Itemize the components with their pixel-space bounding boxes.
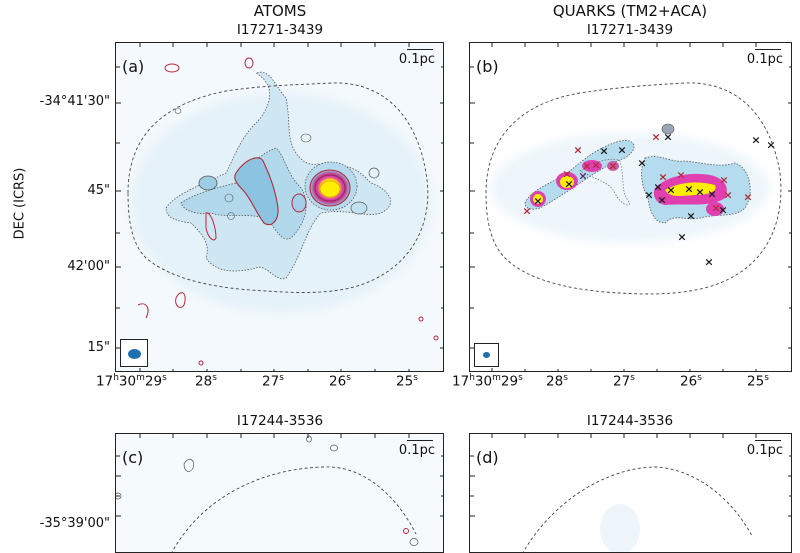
ytick-label: -35°39'00" <box>39 516 110 531</box>
svg-text:×: × <box>718 204 727 217</box>
panel-d: (d) 0.1pc <box>469 433 792 553</box>
beam-ellipse-icon <box>483 352 490 358</box>
ytick-label: 42'00" <box>67 259 110 274</box>
svg-text:×: × <box>766 139 775 152</box>
ytick-label: 15" <box>87 340 110 355</box>
panel-c-map <box>116 434 443 552</box>
xtick-label: 27s <box>613 373 635 390</box>
scale-bar-label: 0.1pc <box>746 52 783 68</box>
scale-bar: 0.1pc <box>399 440 435 458</box>
scale-bar: 0.1pc <box>747 440 783 458</box>
beam-box <box>120 339 148 367</box>
svg-text:×: × <box>617 144 626 157</box>
panel-d-map <box>470 434 791 552</box>
svg-text:×: × <box>608 160 617 173</box>
panel-d-source-title: I17244-3536 <box>586 413 674 429</box>
panel-b: × × × × × × × × × × × × × × × × × × × × × × × × × × ×… <box>469 42 792 372</box>
svg-text:×: × <box>653 181 662 194</box>
y-axis-title: DEC (ICRS) <box>12 167 28 240</box>
ytick-label: 45" <box>87 183 110 198</box>
beam-box <box>474 343 499 367</box>
xtick-label: 28s <box>546 373 568 390</box>
scale-bar-label: 0.1pc <box>746 443 783 459</box>
scale-bar: 0.1pc <box>399 49 435 67</box>
svg-text:×: × <box>657 194 666 207</box>
panel-b-map: ×× ×× ×× × × ×× ×× × × × × ×× ×× × × ×× × × ×… <box>470 43 791 371</box>
xtick-label: 25s <box>747 373 769 390</box>
svg-text:×: × <box>644 189 653 202</box>
svg-text:×: × <box>658 171 667 184</box>
panel-label: (d) <box>476 448 499 467</box>
svg-text:×: × <box>651 131 660 144</box>
svg-text:×: × <box>522 205 531 218</box>
column-title-atoms: ATOMS <box>253 2 307 20</box>
panel-a: (a) 0.1pc <box>115 42 444 372</box>
svg-text:×: × <box>751 134 760 147</box>
svg-text:×: × <box>704 256 713 269</box>
panel-label: (b) <box>476 57 499 76</box>
xtick-label-first: 17h30m29s <box>452 373 523 390</box>
svg-text:×: × <box>573 144 582 157</box>
svg-text:×: × <box>677 231 686 244</box>
svg-text:×: × <box>564 178 573 191</box>
svg-text:×: × <box>743 191 752 204</box>
panel-label: (a) <box>122 57 145 76</box>
svg-text:×: × <box>686 210 695 223</box>
xtick-label: 25s <box>396 373 418 390</box>
svg-text:×: × <box>562 168 571 181</box>
panel-a-map <box>116 43 443 371</box>
svg-text:×: × <box>676 169 685 182</box>
svg-text:×: × <box>663 131 672 144</box>
ytick-label: -34°41'30" <box>39 94 110 109</box>
scale-bar-label: 0.1pc <box>398 52 435 68</box>
svg-text:×: × <box>666 184 675 197</box>
panel-c-source-title: I17244-3536 <box>236 413 324 429</box>
panel-b-source-title: I17271-3439 <box>586 22 674 38</box>
xtick-label: 26s <box>680 373 702 390</box>
svg-text:×: × <box>533 195 542 208</box>
panel-a-source-title: I17271-3439 <box>236 22 324 38</box>
panel-label: (c) <box>122 448 144 467</box>
svg-text:×: × <box>684 183 693 196</box>
column-title-quarks: QUARKS (TM2+ACA) <box>552 2 708 20</box>
xtick-label: 26s <box>329 373 351 390</box>
svg-text:×: × <box>695 186 704 199</box>
svg-text:×: × <box>723 189 732 202</box>
xtick-label: 27s <box>262 373 284 390</box>
panel-c: (c) 0.1pc <box>115 433 444 553</box>
xtick-label: 28s <box>195 373 217 390</box>
xtick-label-first: 17h30m29s <box>96 373 167 390</box>
beam-ellipse-icon <box>128 349 141 359</box>
svg-text:×: × <box>578 170 587 183</box>
svg-text:×: × <box>582 160 591 173</box>
svg-text:×: × <box>719 174 728 187</box>
scale-bar: 0.1pc <box>747 49 783 67</box>
svg-text:×: × <box>599 145 608 158</box>
svg-text:×: × <box>637 157 646 170</box>
svg-text:×: × <box>591 159 600 172</box>
svg-text:×: × <box>707 188 716 201</box>
scale-bar-label: 0.1pc <box>398 443 435 459</box>
svg-text:×: × <box>711 202 720 215</box>
